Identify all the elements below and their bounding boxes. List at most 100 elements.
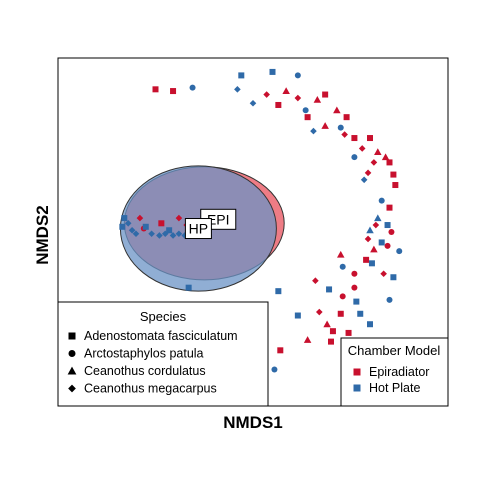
point-hot-plate-42 (142, 223, 149, 230)
point-hot-plate-1 (269, 68, 276, 75)
species-legend-title: Species (140, 309, 187, 324)
point-epiradiator-19 (370, 159, 378, 166)
point-hot-plate-6 (302, 107, 309, 114)
species-legend-box (57, 301, 269, 407)
point-epiradiator-34 (351, 284, 358, 291)
point-epiradiator-11 (321, 122, 329, 129)
species-legend-label-1: Arctostaphylos patula (84, 347, 204, 361)
point-hot-plate-35 (148, 230, 155, 238)
point-hot-plate-39 (175, 230, 183, 238)
point-epiradiator-50 (158, 220, 165, 227)
point-epiradiator-10 (343, 114, 350, 121)
point-epiradiator-3 (282, 87, 290, 95)
chamber-legend-label-1: Hot Plate (369, 381, 420, 395)
point-epiradiator-49 (136, 214, 144, 222)
point-epiradiator-9 (333, 106, 341, 114)
point-hot-plate-24 (386, 296, 393, 303)
point-hot-plate-38 (169, 232, 177, 239)
point-epiradiator-33 (312, 277, 319, 285)
point-hot-plate-17 (368, 260, 375, 267)
centroid-box-hot-plate (184, 218, 212, 240)
point-epiradiator-29 (337, 250, 345, 258)
point-hot-plate-26 (294, 312, 301, 319)
point-hot-plate-12 (374, 214, 382, 222)
centroid-label-epiradiator: EPI (207, 211, 230, 227)
point-hot-plate-30 (121, 215, 128, 222)
point-hot-plate-13 (366, 226, 374, 234)
point-epiradiator-27 (384, 242, 391, 249)
y-axis-title: NMDS2 (33, 205, 52, 265)
point-epiradiator-36 (316, 308, 323, 316)
species-legend-label-2: Ceanothus cordulatus (84, 364, 206, 378)
point-hot-plate-7 (337, 124, 344, 131)
point-epiradiator-23 (386, 204, 393, 211)
point-epiradiator-2 (263, 91, 270, 98)
point-hot-plate-4 (234, 86, 241, 93)
point-epiradiator-30 (363, 256, 370, 263)
species-legend-symbol-3 (68, 384, 76, 393)
species-legend-symbol-2 (67, 366, 77, 375)
point-epiradiator-22 (392, 182, 399, 189)
point-hot-plate-27 (185, 284, 192, 291)
x-axis-title: NMDS1 (223, 413, 283, 432)
point-epiradiator-12 (341, 131, 348, 138)
point-hot-plate-16 (396, 248, 403, 255)
point-hot-plate-0 (238, 72, 245, 79)
species-legend-label-3: Ceanothus megacarpus (84, 382, 217, 396)
species-legend-symbol-0 (68, 332, 76, 340)
point-epiradiator-26 (364, 235, 372, 243)
point-hot-plate-34 (132, 230, 140, 238)
point-epiradiator-41 (303, 336, 312, 343)
point-hot-plate-10 (360, 176, 368, 184)
point-epiradiator-6 (313, 96, 322, 103)
chamber-legend: Chamber Model Epiradiator Hot Plate (340, 337, 449, 407)
species-legend-symbol-1 (68, 350, 76, 357)
point-hot-plate-25 (275, 288, 282, 295)
point-epiradiator-0 (152, 86, 159, 93)
species-legend: Species Adenostomata fasciculatum Arctost… (57, 301, 269, 407)
point-hot-plate-22 (357, 310, 364, 317)
point-epiradiator-18 (386, 159, 393, 166)
point-epiradiator-38 (323, 320, 331, 328)
point-hot-plate-43 (166, 227, 173, 234)
point-hot-plate-8 (310, 127, 317, 135)
point-epiradiator-31 (351, 270, 358, 277)
point-hot-plate-2 (294, 72, 301, 79)
point-hot-plate-11 (378, 197, 385, 204)
point-epiradiator-42 (328, 338, 334, 345)
point-hot-plate-32 (124, 220, 132, 227)
point-epiradiator-17 (381, 153, 390, 161)
point-hot-plate-18 (339, 263, 346, 270)
point-hot-plate-9 (351, 154, 358, 161)
point-epiradiator-28 (370, 245, 378, 253)
chamber-legend-label-0: Epiradiator (369, 365, 429, 379)
point-epiradiator-4 (294, 94, 302, 102)
point-hot-plate-15 (378, 239, 385, 246)
point-hot-plate-21 (353, 298, 360, 305)
chamber-legend-symbol-1 (353, 384, 361, 392)
point-hot-plate-3 (189, 84, 196, 91)
point-epiradiator-35 (339, 293, 346, 300)
point-epiradiator-15 (358, 145, 366, 152)
point-epiradiator-32 (380, 270, 387, 278)
point-hot-plate-19 (390, 274, 397, 281)
chamber-legend-title: Chamber Model (348, 343, 441, 358)
point-hot-plate-23 (367, 321, 373, 328)
point-epiradiator-21 (390, 171, 397, 178)
point-hot-plate-36 (156, 232, 163, 239)
point-epiradiator-8 (304, 114, 311, 121)
point-epiradiator-1 (170, 88, 177, 95)
point-hot-plate-31 (119, 223, 126, 230)
point-epiradiator-5 (275, 101, 282, 108)
point-epiradiator-37 (337, 310, 344, 317)
point-epiradiator-43 (277, 347, 284, 354)
point-epiradiator-14 (367, 135, 373, 142)
point-epiradiator-39 (329, 328, 336, 335)
point-epiradiator-13 (351, 135, 358, 142)
point-epiradiator-16 (374, 148, 382, 155)
point-epiradiator-40 (345, 329, 352, 336)
chamber-legend-symbol-0 (353, 368, 361, 376)
point-hot-plate-5 (249, 99, 257, 107)
